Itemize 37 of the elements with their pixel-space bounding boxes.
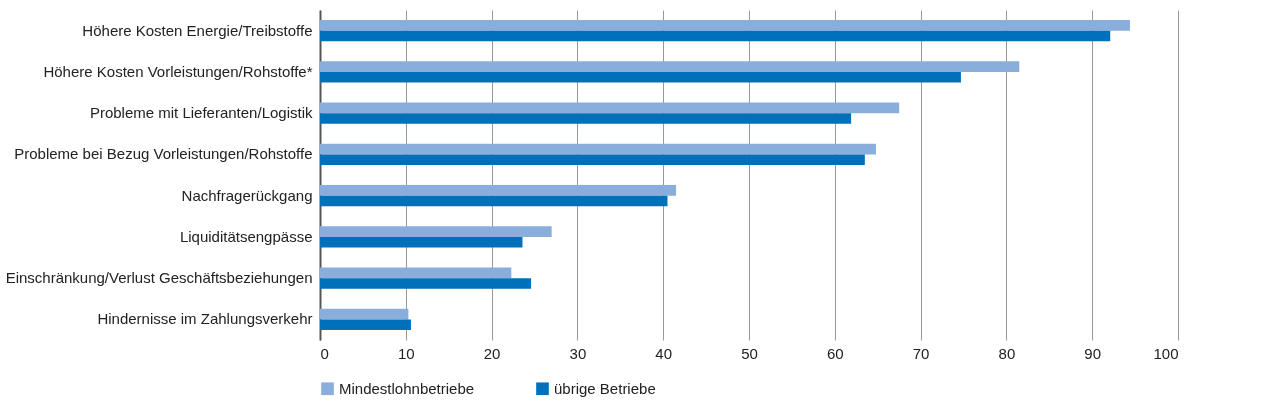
x-tick-label: 70 [912,344,930,362]
bar [320,113,852,124]
bar [320,226,552,237]
bar [320,71,961,83]
bar [320,278,532,289]
bar [320,267,512,279]
y-tick-label: Liquiditätsengpässe [179,227,313,245]
bar [320,30,1111,42]
y-tick-label: Nachfragerückgang [181,186,313,204]
x-tick-label: 10 [397,344,415,362]
bar [320,195,668,207]
bar [320,308,409,320]
y-tick-label: Einschränkung/Verlust Geschäftsbeziehungen [5,269,313,287]
legend-label: übrige Betriebe [554,379,656,397]
y-tick-label: Höhere Kosten Energie/Treibstoffe [82,21,313,39]
y-tick-label: Höhere Kosten Vorleistungen/Rohstoffe* [43,62,313,80]
x-tick-label: 30 [569,344,587,362]
bar [320,319,411,331]
x-tick-label: 20 [483,344,501,362]
bar [320,184,677,196]
x-tick-label: 90 [1084,344,1102,362]
x-tick-label: 50 [741,344,758,362]
bar [320,143,876,155]
bar [320,61,1020,72]
bar [320,19,1130,31]
bar [320,236,523,248]
bar [320,154,865,166]
x-tick-label: 100 [1153,344,1179,362]
y-tick-label: Probleme mit Lieferanten/Logistik [89,104,313,122]
x-tick-label: 60 [826,344,844,362]
legend-label: Mindestlohnbetriebe [339,379,475,397]
x-tick-label: 80 [998,344,1016,362]
x-tick-label: 40 [655,344,673,362]
x-tick-label: 0 [320,344,329,362]
bar [320,102,900,114]
y-tick-label: Hindernisse im Zahlungsverkehr [97,310,313,328]
y-tick-label: Probleme bei Bezug Vorleistungen/Rohstoffe [14,145,313,163]
